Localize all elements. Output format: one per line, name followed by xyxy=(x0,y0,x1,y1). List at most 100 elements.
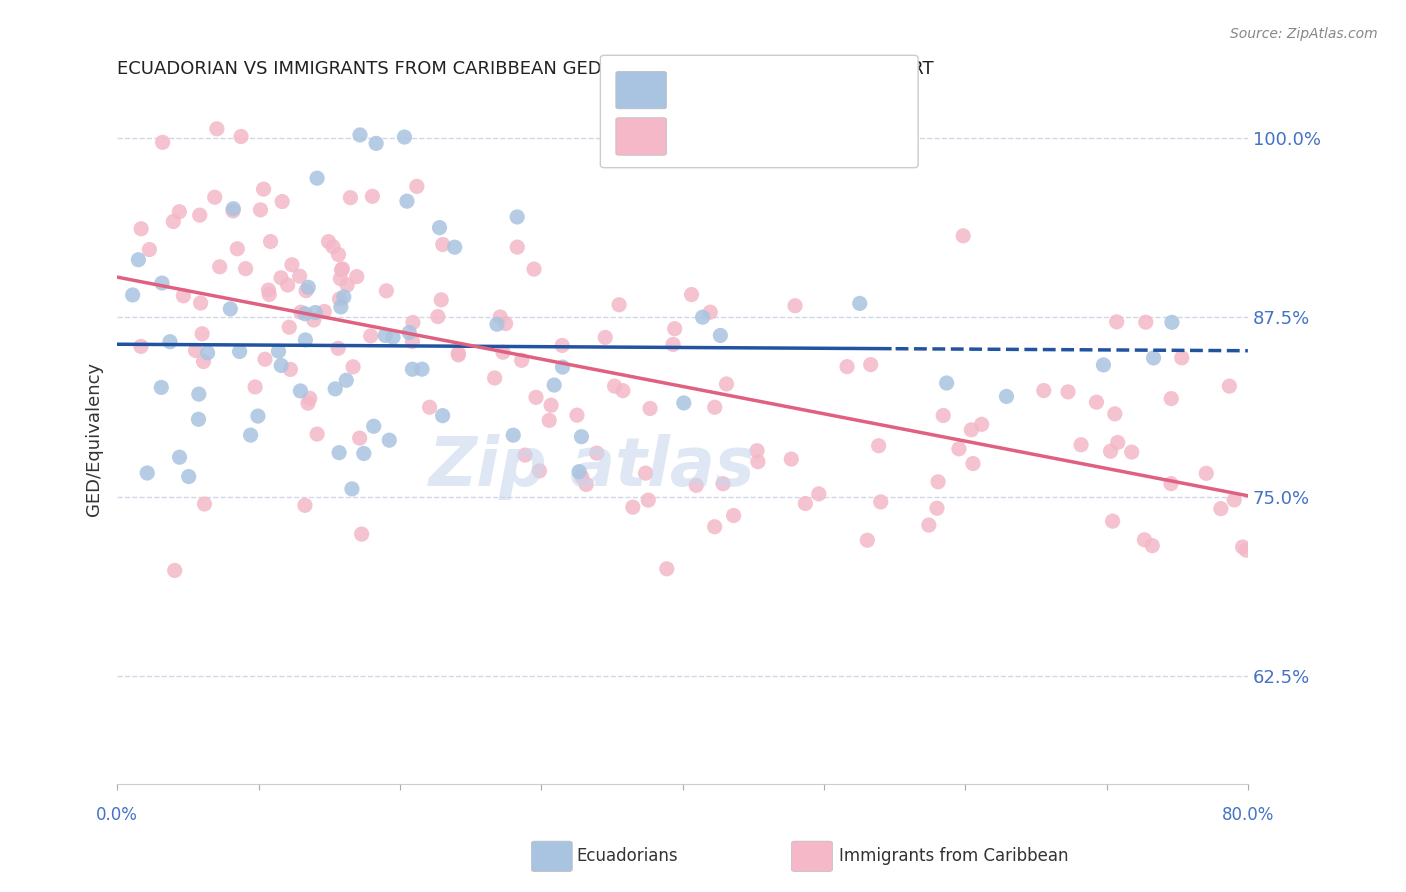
Point xyxy=(222,202,245,216)
Point xyxy=(1099,444,1122,458)
Point xyxy=(187,387,209,401)
Point xyxy=(150,380,173,394)
Point xyxy=(1057,384,1080,399)
Point xyxy=(398,326,420,340)
Point xyxy=(1234,543,1257,558)
Point xyxy=(350,527,373,541)
Point xyxy=(1092,358,1115,372)
Point xyxy=(429,220,451,235)
Point xyxy=(523,262,546,277)
Text: Zip atlas: Zip atlas xyxy=(429,434,755,500)
Point xyxy=(229,129,252,144)
Point xyxy=(426,310,449,324)
Point xyxy=(411,362,433,376)
Point xyxy=(443,240,465,254)
Point xyxy=(290,384,312,398)
Point xyxy=(163,564,186,578)
Point xyxy=(869,495,891,509)
Point xyxy=(506,210,529,224)
Point xyxy=(960,423,983,437)
Point xyxy=(270,359,292,373)
Point xyxy=(607,298,630,312)
Point xyxy=(703,401,725,415)
Point xyxy=(297,280,319,294)
Point xyxy=(257,283,280,297)
Point xyxy=(254,352,277,367)
Point xyxy=(349,431,371,445)
Point xyxy=(685,478,707,492)
Point xyxy=(780,452,803,467)
Point xyxy=(394,130,416,145)
Text: ECUADORIAN VS IMMIGRANTS FROM CARIBBEAN GED/EQUIVALENCY CORRELATION CHART: ECUADORIAN VS IMMIGRANTS FROM CARIBBEAN … xyxy=(117,60,934,78)
Point xyxy=(353,446,375,460)
Point xyxy=(1195,467,1218,481)
Point xyxy=(1160,476,1182,491)
Point xyxy=(506,240,529,254)
Point xyxy=(169,450,191,465)
Point xyxy=(430,293,453,307)
Point xyxy=(1232,540,1254,554)
Point xyxy=(1218,379,1240,393)
Point xyxy=(447,348,470,362)
Point xyxy=(571,430,593,444)
Point xyxy=(328,292,350,306)
Point xyxy=(208,260,231,274)
Point xyxy=(127,252,149,267)
Point xyxy=(349,128,371,142)
Point xyxy=(568,465,591,479)
Text: Immigrants from Caribbean: Immigrants from Caribbean xyxy=(839,847,1069,865)
Point xyxy=(419,401,441,415)
Point xyxy=(1085,395,1108,409)
Point xyxy=(672,396,695,410)
Point xyxy=(152,136,174,150)
Point xyxy=(723,508,745,523)
Point xyxy=(664,322,686,336)
Point xyxy=(190,296,212,310)
Text: 0.0%: 0.0% xyxy=(96,805,138,823)
Point xyxy=(297,396,319,410)
Point xyxy=(1171,351,1194,365)
Point xyxy=(638,401,661,416)
Point xyxy=(129,221,152,235)
Point xyxy=(699,305,721,319)
Point xyxy=(1107,435,1129,450)
Point xyxy=(709,328,731,343)
Point xyxy=(204,190,226,204)
Point xyxy=(524,391,547,405)
Point xyxy=(1142,539,1164,553)
Point xyxy=(970,417,993,432)
Point xyxy=(1070,438,1092,452)
Point xyxy=(662,337,685,351)
Point xyxy=(1209,501,1232,516)
Point xyxy=(856,533,879,548)
Point xyxy=(271,194,294,209)
Point xyxy=(585,446,607,460)
Point xyxy=(121,288,143,302)
Point xyxy=(332,261,354,276)
Point xyxy=(363,419,385,434)
Point xyxy=(259,235,281,249)
Point xyxy=(318,235,340,249)
Point xyxy=(335,373,357,387)
Point xyxy=(621,500,644,515)
Point xyxy=(184,343,207,358)
Point xyxy=(193,354,215,368)
Point xyxy=(243,380,266,394)
Point xyxy=(513,448,536,462)
Point xyxy=(485,317,508,331)
Point xyxy=(162,214,184,228)
Text: Source: ZipAtlas.com: Source: ZipAtlas.com xyxy=(1230,27,1378,41)
Point xyxy=(336,278,359,293)
Point xyxy=(177,469,200,483)
Point xyxy=(361,189,384,203)
Point xyxy=(302,313,325,327)
Point xyxy=(1121,445,1143,459)
Point xyxy=(222,204,245,219)
Point xyxy=(188,208,211,222)
Point xyxy=(593,330,616,344)
Point xyxy=(294,499,316,513)
Point xyxy=(918,518,941,533)
Point xyxy=(228,344,250,359)
Point xyxy=(848,296,870,310)
Point xyxy=(290,305,312,319)
